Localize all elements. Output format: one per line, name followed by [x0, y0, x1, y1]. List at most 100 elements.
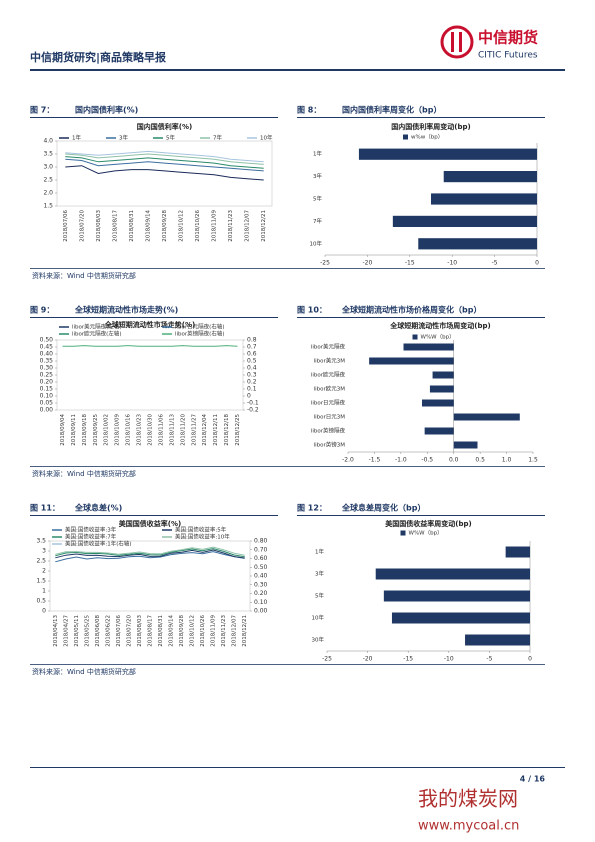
x-tick-label: 2018/10/30	[148, 414, 154, 446]
figure-caption: 全球息差周变化（bp）	[341, 503, 425, 513]
x-tick-label: 2018/12/21	[261, 210, 267, 242]
logo-bar	[451, 32, 454, 52]
series-line	[55, 546, 245, 556]
y-tick-label: 1	[42, 588, 46, 595]
source: 资料来源：Wind 中信期货研究部	[32, 271, 136, 280]
y2-tick-label: 0.20	[254, 590, 268, 597]
x-tick-label: 2018/11/09	[211, 615, 217, 647]
x-tick-label: 2018/08/17	[148, 615, 154, 647]
y-tick-label: 1.5	[36, 578, 46, 585]
figure-label: 图 8：	[297, 106, 321, 115]
y-tick-label: 0.30	[40, 365, 54, 372]
legend-label: W%W（bp）	[421, 334, 455, 341]
y2-tick-label: 0.7	[247, 344, 257, 351]
series-line	[55, 549, 245, 559]
bar	[383, 590, 530, 602]
x-tick-label: 2018/11/23	[228, 210, 234, 242]
category-label: libor日元3M	[314, 414, 346, 421]
bar	[418, 238, 537, 250]
legend-label: 3年	[119, 134, 128, 142]
y-tick-label: 3.0	[43, 164, 53, 171]
bar	[369, 357, 454, 365]
x-tick-label: 2018/09/14	[145, 210, 151, 242]
x-tick-label: 0.5	[475, 457, 485, 464]
x-tick-label: -20	[363, 656, 373, 663]
bar	[432, 371, 454, 379]
y-tick-label: 0.05	[40, 400, 54, 407]
x-tick-label: 2018/08/03	[96, 210, 102, 242]
caption-rule	[30, 117, 278, 118]
y2-tick-label: 0.50	[254, 564, 268, 571]
series-line	[55, 551, 245, 563]
bar	[505, 546, 530, 558]
x-tick-label: 2018/09/04	[60, 414, 66, 446]
y-tick-label: 3.5	[43, 151, 53, 158]
legend-label: w%w（bp）	[411, 134, 443, 141]
x-tick-label: 2018/09/11	[71, 414, 77, 446]
x-tick-label: -2.0	[342, 457, 354, 464]
legend-label: 美国:国债收益率:1年(右轴)	[65, 540, 132, 548]
y2-tick-label: 0.3	[247, 372, 257, 379]
x-tick-label: 0.0	[449, 457, 459, 464]
x-tick-label: 2018/07/06	[116, 615, 122, 647]
figure-label: 图 10：	[297, 306, 327, 315]
x-tick-label: -10	[447, 260, 457, 267]
plot-frame	[56, 140, 273, 207]
page-number: 4 / 16	[520, 775, 546, 784]
series-line	[65, 150, 264, 163]
category-label: 1年	[313, 150, 322, 158]
legend-label: W%W（bp）	[409, 530, 443, 537]
category-label: 1年	[315, 548, 324, 556]
y-tick-label: 0.25	[40, 372, 54, 379]
x-tick-label: 2018/10/23	[137, 414, 143, 446]
x-tick-label: -1.5	[369, 457, 381, 464]
category-label: 10年	[310, 239, 323, 247]
series-line	[65, 156, 264, 169]
figure-label: 图 11：	[30, 504, 60, 513]
x-tick-label: 2018/08/17	[112, 210, 118, 242]
figure-caption: 全球息差(%)	[74, 503, 122, 513]
logo-bar	[459, 32, 462, 52]
y2-tick-label: 0.5	[247, 358, 257, 365]
x-tick-label: 2018/08/31	[158, 615, 164, 647]
y-tick-label: 2.5	[36, 558, 46, 565]
category-label: libor欧元3M	[314, 385, 346, 393]
category-label: libor日元隔夜	[311, 399, 346, 407]
source-rule	[30, 268, 545, 269]
x-tick-label: 0	[528, 656, 532, 663]
x-tick-label: 2018/11/13	[169, 414, 175, 446]
caption-rule	[30, 515, 278, 516]
x-tick-label: 2018/12/04	[202, 414, 208, 446]
logo-en: CITIC Futures	[478, 51, 538, 61]
y2-tick-label: 0.2	[247, 379, 257, 386]
x-tick-label: 2018/08/03	[137, 615, 143, 647]
x-tick-label: -25	[320, 260, 330, 267]
y2-tick-label: 0.10	[254, 599, 268, 606]
x-tick-label: 1.5	[528, 457, 538, 464]
x-tick-label: 2018/06/22	[105, 615, 111, 647]
legend-swatch	[412, 334, 418, 340]
category-label: 3年	[315, 570, 324, 578]
category-label: libor英镑隔夜	[311, 427, 346, 435]
x-tick-label: -1.0	[395, 457, 407, 464]
logo-cn: 中信期货	[478, 29, 538, 47]
series-line	[65, 153, 264, 165]
x-tick-label: 0	[535, 260, 539, 267]
watermark-url: www.mycoal.cn	[418, 819, 519, 834]
category-label: 3年	[313, 172, 322, 180]
caption-rule	[297, 515, 545, 516]
legend-label: 1年	[72, 134, 81, 142]
bar	[431, 193, 537, 205]
category-label: 5年	[315, 592, 324, 600]
figure-label: 图 7：	[30, 106, 54, 115]
y-tick-label: 3	[42, 548, 46, 555]
y2-tick-label: 0.40	[254, 573, 268, 580]
bar	[422, 399, 454, 407]
source-rule	[30, 664, 545, 665]
source: 资料来源：Wind 中信期货研究部	[32, 469, 136, 478]
caption-rule	[297, 317, 545, 318]
category-label: libor美元隔夜	[311, 343, 346, 351]
bar	[375, 568, 530, 580]
x-tick-label: 2018/10/09	[115, 414, 121, 446]
legend-label: libor英镑隔夜(右轴)	[175, 330, 224, 338]
